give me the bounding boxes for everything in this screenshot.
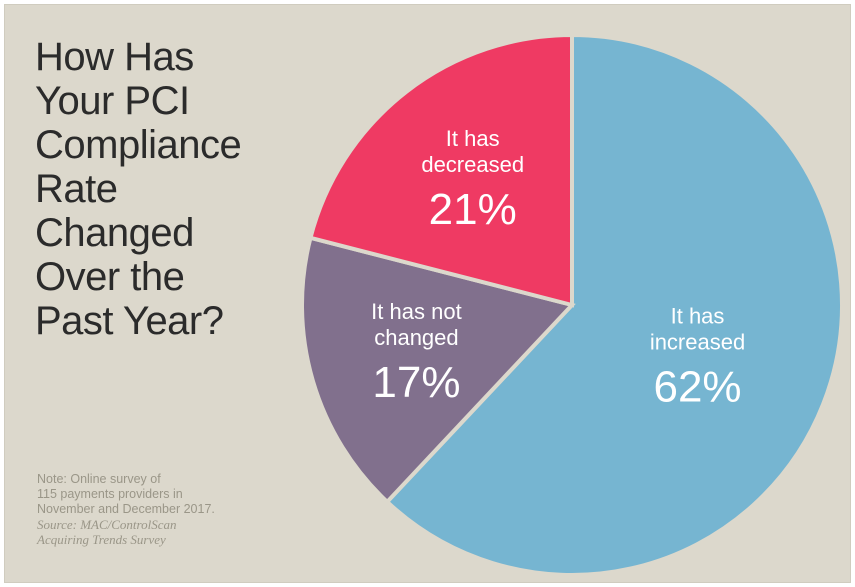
slice-percent-label: 17%: [372, 358, 460, 407]
survey-note: Note: Online survey of 115 payments prov…: [37, 472, 287, 547]
pie-slice: [300, 235, 576, 505]
title-line: Past Year?: [35, 299, 224, 343]
title-line: Rate: [35, 167, 118, 211]
chart-title: How Has Your PCI Compliance Rate Changed…: [35, 35, 285, 343]
note-line: 115 payments providers in: [37, 487, 183, 501]
title-line: Over the: [35, 255, 185, 299]
slice-label: increased: [650, 330, 745, 355]
slice-label: changed: [374, 325, 458, 350]
infographic-card: How Has Your PCI Compliance Rate Changed…: [4, 4, 851, 583]
slice-percent-label: 62%: [653, 363, 741, 412]
note-line: Note: Online survey of: [37, 472, 161, 486]
title-line: How Has: [35, 35, 194, 79]
slice-label: decreased: [421, 152, 524, 177]
title-line: Compliance: [35, 123, 242, 167]
note-line: November and December 2017.: [37, 502, 215, 516]
source-line: Source: MAC/ControlScan: [37, 517, 177, 532]
slice-label: It has: [446, 126, 500, 151]
title-line: Changed: [35, 211, 194, 255]
source-line: Acquiring Trends Survey: [37, 532, 166, 547]
slice-percent-label: 21%: [429, 185, 517, 234]
slice-label: It has: [671, 304, 725, 329]
pie-slice: [308, 32, 574, 308]
pie-slice: [384, 32, 844, 577]
slice-label: It has not: [371, 299, 462, 324]
title-line: Your PCI: [35, 79, 190, 123]
